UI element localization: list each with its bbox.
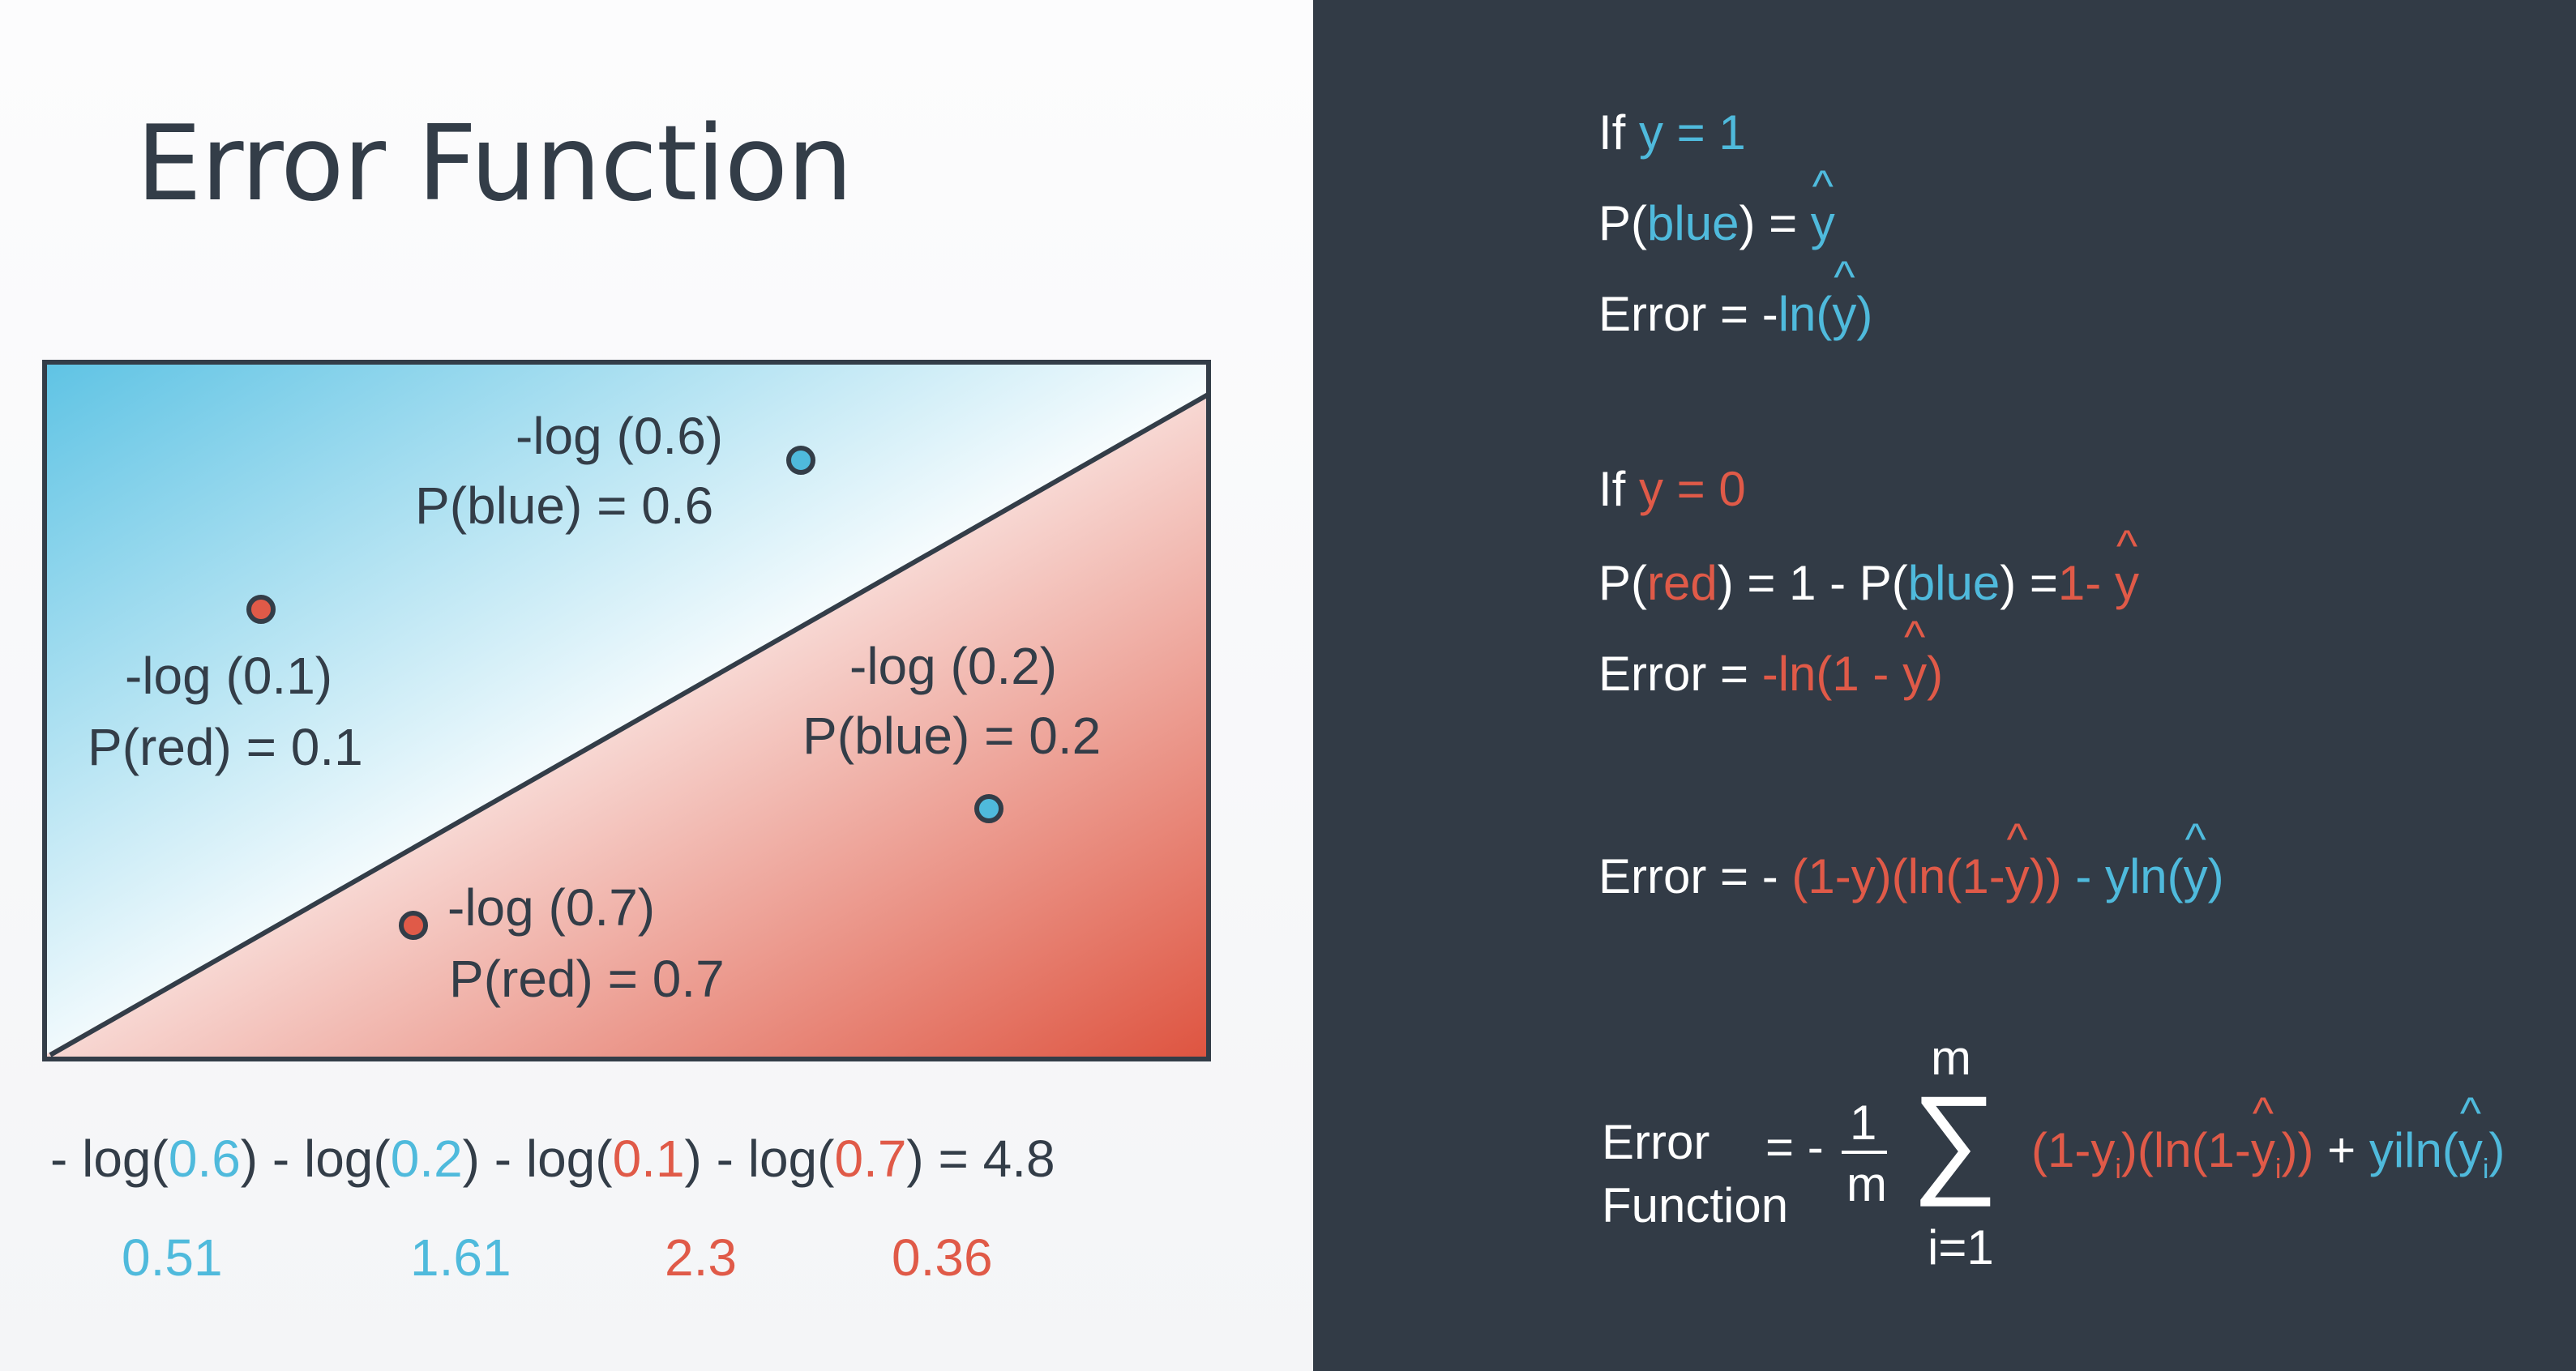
- left-panel: Error Function -log (0.6) P(blue): [0, 0, 1313, 1371]
- point-blue-2: [974, 794, 1003, 823]
- label-blue1-prob: P(blue) = 0.6: [415, 476, 714, 535]
- ef-sum-upper: m: [1931, 1031, 1971, 1085]
- label-red2-prob: P(red) = 0.7: [449, 950, 725, 1008]
- ef-word-function: Function: [1602, 1178, 1789, 1232]
- case2-error: Error = -ln(1 - y): [1598, 650, 1943, 698]
- label-red1-log: -log (0.1): [125, 647, 333, 705]
- case2-probability: P(red) = 1 - P(blue) =1- y: [1598, 559, 2139, 608]
- label-red2-log: -log (0.7): [447, 878, 656, 937]
- case1-error: Error = -ln(y): [1598, 290, 1872, 339]
- classification-diagram: -log (0.6) P(blue) = 0.6 -log (0.1) P(re…: [42, 360, 1211, 1065]
- point-blue-1: [786, 446, 815, 475]
- case1-condition: If y = 1: [1598, 105, 1746, 160]
- term-value-3: 2.3: [665, 1228, 737, 1287]
- ef-word-error: Error: [1602, 1115, 1710, 1169]
- term-value-2: 1.61: [410, 1228, 511, 1287]
- decision-boundary: [49, 391, 1211, 1057]
- term-value-1: 0.51: [122, 1228, 223, 1287]
- label-blue1-log: -log (0.6): [516, 407, 724, 465]
- case1-probability: P(blue) = y: [1598, 199, 1835, 248]
- diagram-border: [42, 360, 1211, 1061]
- page-title: Error Function: [136, 104, 853, 224]
- combined-error: Error = - (1-y)(ln(1-y)) - yln(y): [1598, 852, 2224, 901]
- label-blue2-log: -log (0.2): [849, 637, 1058, 695]
- ef-equals: = -: [1765, 1120, 1824, 1174]
- label-blue2-prob: P(blue) = 0.2: [802, 707, 1102, 765]
- ef-sigma: ∑: [1911, 1070, 1998, 1207]
- point-red-1: [246, 595, 276, 624]
- ef-sum-lower: i=1: [1928, 1220, 1994, 1275]
- diagram-box: [42, 360, 1211, 1061]
- log-sum-equation: - log(0.6) - log(0.2) - log(0.1) - log(0…: [50, 1130, 1055, 1188]
- term-value-4: 0.36: [892, 1228, 993, 1287]
- ef-fraction-bar: [1842, 1151, 1887, 1154]
- ef-fraction-numerator: 1: [1850, 1096, 1877, 1150]
- ef-summand: (1-yi)(ln(1-yi)) + yiln(yi): [2031, 1126, 2505, 1184]
- point-red-2: [399, 911, 428, 940]
- right-panel: If y = 1 P(blue) = y Error = -ln(y) If y…: [1313, 0, 2576, 1371]
- ef-fraction-denominator: m: [1846, 1157, 1887, 1211]
- blue-region: [42, 360, 1211, 1057]
- case2-condition: If y = 0: [1598, 462, 1746, 516]
- label-red1-prob: P(red) = 0.1: [88, 718, 363, 776]
